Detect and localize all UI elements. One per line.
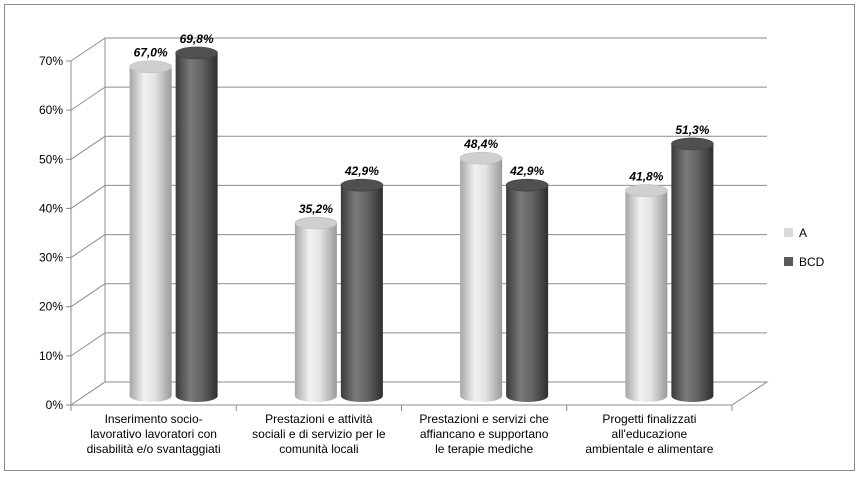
bar-body [671, 143, 714, 403]
bar-cap [625, 184, 668, 197]
data-label: 42,9% [509, 164, 544, 178]
gridline-diagonal [70, 332, 106, 357]
data-label: 51,3% [675, 123, 709, 137]
y-tick-label: 30% [39, 251, 63, 265]
legend-label-A: A [799, 226, 807, 240]
bar-cap [175, 46, 218, 60]
chart-frame: 0% 10% 20% 30% 40% 50% 60% 70% Inserimento socio… [4, 4, 855, 471]
bar-cap [671, 137, 714, 151]
bar-body [175, 52, 218, 403]
floor [69, 381, 769, 406]
data-labels: 67,0% 35,2% 48,4% 41,8% 69,8% 42,9% 42,9% 51,3% [134, 32, 710, 216]
gridline-diagonal [70, 86, 106, 111]
data-label: 67,0% [134, 46, 168, 60]
bar-A-3 [459, 151, 503, 403]
bar-body [506, 185, 549, 403]
bar-BCD-3 [505, 178, 549, 403]
bars [129, 46, 714, 403]
bar-body [460, 158, 503, 403]
bar-A-1 [129, 60, 172, 403]
legend: A BCD [784, 226, 825, 269]
bar-body [340, 185, 383, 402]
gridline-diagonal [70, 37, 106, 62]
y-tick-label: 40% [39, 201, 63, 215]
data-label: 35,2% [299, 202, 333, 216]
x-category-label: Prestazioni e attività sociali e di servi… [252, 412, 386, 456]
data-label: 48,4% [463, 137, 498, 151]
bar-cap [459, 151, 503, 165]
legend-label-BCD: BCD [799, 255, 825, 269]
bar-BCD-4 [671, 137, 714, 403]
y-tick-label: 50% [39, 152, 63, 166]
legend-swatch-A [784, 228, 793, 237]
axes: 0% 10% 20% 30% 40% 50% 60% 70% Inserimento socio… [39, 54, 733, 456]
data-label: 42,9% [344, 164, 379, 178]
bar-A-2 [294, 216, 338, 403]
bar-cap [129, 60, 172, 74]
y-tick-label: 0% [46, 398, 64, 412]
y-tick-label: 10% [39, 349, 63, 363]
bar-A-4 [625, 184, 668, 403]
y-tick-label: 20% [39, 300, 63, 314]
gridline-diagonal [70, 135, 106, 160]
bar-body [129, 66, 172, 403]
chart-svg: 0% 10% 20% 30% 40% 50% 60% 70% Inserimento socio… [39, 32, 825, 456]
legend-swatch-BCD [784, 257, 793, 266]
gridline-diagonal [70, 283, 106, 308]
bar-body [294, 223, 337, 403]
x-category-label: Prestazioni e servizi che affiancano e su… [419, 412, 549, 456]
data-label: 69,8% [180, 32, 214, 46]
bar-cap [340, 178, 384, 192]
y-tick-label: 60% [39, 103, 63, 117]
bar-cap [505, 178, 549, 192]
y-tick-label: 70% [39, 54, 63, 68]
bar-BCD-2 [340, 178, 384, 402]
data-label: 41,8% [628, 170, 663, 184]
x-category-label: Inserimento socio-lavorativo lavoratori … [87, 412, 221, 456]
bar-BCD-1 [175, 46, 218, 403]
gridline-diagonal [70, 185, 106, 209]
x-category-label: Progetti finalizzati all'educazione ambien… [585, 412, 713, 456]
bar-cap [294, 216, 338, 230]
bar-body [625, 190, 668, 403]
gridline-diagonal [70, 234, 106, 258]
